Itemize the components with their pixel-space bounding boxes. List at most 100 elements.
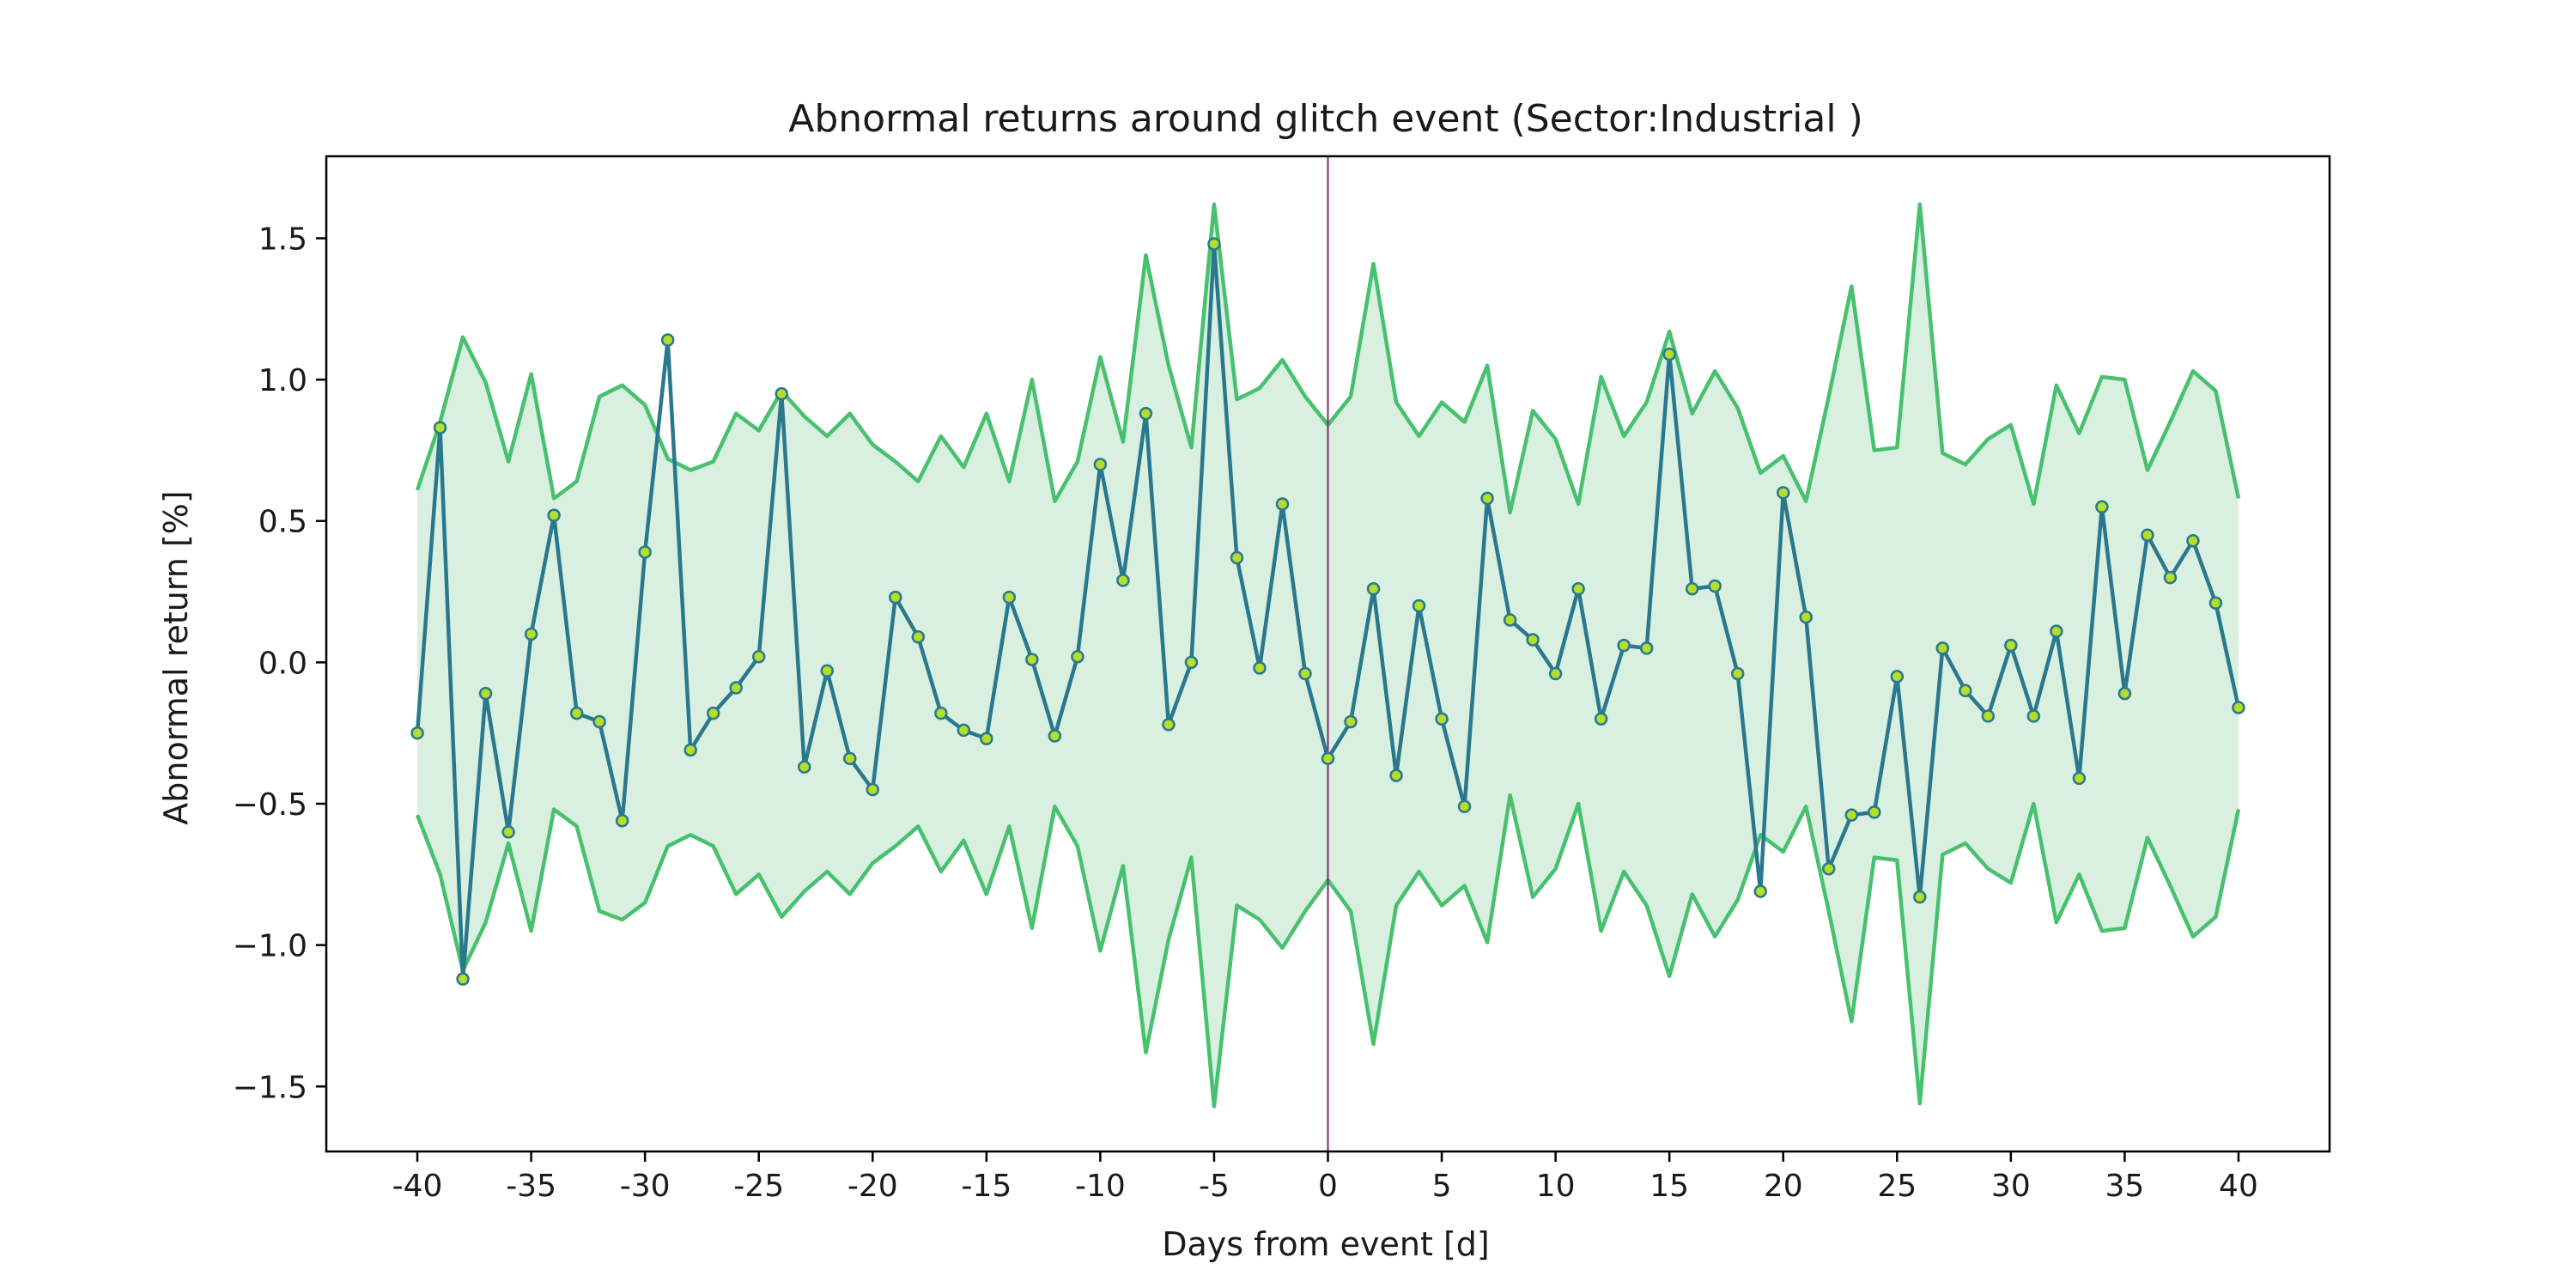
x-tick-label: 0	[1318, 1169, 1338, 1204]
data-point	[1799, 610, 1813, 624]
data-point	[569, 706, 584, 720]
data-point	[1184, 655, 1199, 670]
x-tick-label: -40	[392, 1169, 443, 1204]
data-point	[1412, 598, 1426, 613]
data-point	[1389, 769, 1403, 782]
data-point	[1457, 799, 1472, 814]
data-point	[1981, 709, 1996, 723]
y-tick-label: −0.5	[233, 787, 307, 823]
data-point	[456, 972, 470, 986]
data-point	[501, 825, 515, 839]
data-point	[1890, 670, 1905, 683]
x-tick-label: -15	[961, 1169, 1012, 1204]
data-point	[775, 386, 788, 401]
x-axis-ticks: -40 -35 -30 -25 -20 -15 -10 -5 0 5 10 15 20 25 30 35 40	[392, 1151, 2258, 1204]
data-point	[2141, 528, 2154, 542]
data-point	[2095, 500, 2109, 514]
y-axis-ticks: −1.5 −1.0 −0.5 0.0 0.5 1.0 1.5	[233, 222, 326, 1105]
data-point	[1913, 890, 1927, 904]
data-point	[1048, 729, 1062, 743]
data-point	[934, 706, 948, 720]
chart-title: Abnormal returns around glitch event (Se…	[788, 97, 1863, 141]
data-point	[2072, 771, 2087, 786]
data-point	[957, 723, 971, 738]
data-point	[1594, 712, 1608, 726]
data-point	[889, 590, 902, 605]
data-point	[547, 508, 561, 522]
data-point	[1685, 582, 1699, 596]
data-point	[1639, 641, 1654, 655]
y-tick-label: −1.0	[233, 929, 307, 964]
data-point	[478, 686, 493, 701]
data-point	[1617, 638, 1631, 653]
data-point	[1662, 347, 1676, 361]
data-point	[843, 751, 857, 766]
data-point	[1548, 666, 1563, 681]
data-point	[524, 627, 538, 641]
data-point	[1275, 497, 1290, 511]
y-tick-label: −1.5	[233, 1070, 307, 1105]
data-point	[2208, 596, 2223, 610]
x-tick-label: 30	[1991, 1169, 2031, 1204]
y-axis-label: Abnormal return [%]	[157, 490, 195, 824]
data-point	[615, 814, 629, 828]
x-tick-label: 10	[1536, 1169, 1576, 1204]
data-point	[1025, 653, 1039, 666]
data-point	[1753, 884, 1767, 898]
data-point	[410, 726, 424, 740]
data-point	[592, 714, 606, 729]
data-point	[1071, 650, 1084, 664]
data-point	[1776, 486, 1790, 500]
x-tick-label: 40	[2219, 1169, 2258, 1204]
x-tick-label: 35	[2105, 1169, 2144, 1204]
data-point	[2117, 686, 2132, 701]
data-point	[1730, 666, 1745, 681]
x-tick-label: -30	[620, 1169, 671, 1204]
data-point	[1298, 666, 1312, 681]
data-point	[1093, 458, 1108, 471]
data-point	[2050, 624, 2063, 638]
data-point	[911, 629, 926, 644]
data-point	[1435, 712, 1449, 726]
y-tick-label: 0.0	[258, 646, 307, 681]
y-tick-label: 1.0	[258, 363, 307, 398]
data-point	[638, 545, 652, 559]
x-tick-label: -5	[1199, 1169, 1230, 1204]
data-point	[2004, 638, 2018, 653]
data-point	[980, 732, 993, 746]
y-tick-label: 0.5	[258, 505, 307, 540]
data-point	[433, 421, 447, 434]
data-point	[1344, 714, 1358, 729]
data-point	[820, 664, 834, 678]
x-axis-label: Days from event [d]	[1162, 1225, 1490, 1263]
data-point	[1844, 808, 1859, 822]
data-point	[2186, 534, 2200, 548]
y-tick-label: 1.5	[258, 222, 307, 257]
data-point	[1571, 582, 1585, 596]
data-point	[1480, 491, 1494, 506]
data-point	[1708, 579, 1722, 593]
data-point	[1822, 861, 1836, 876]
data-point	[751, 650, 766, 664]
data-point	[1935, 641, 1950, 655]
abnormal-return-series	[410, 237, 2245, 986]
x-tick-label: -10	[1075, 1169, 1126, 1204]
data-point	[1503, 613, 1517, 627]
data-point	[1162, 718, 1176, 732]
data-point	[797, 760, 811, 774]
data-point	[1321, 751, 1335, 766]
x-tick-label: 20	[1764, 1169, 1803, 1204]
data-point	[2026, 709, 2041, 723]
data-point	[1230, 550, 1244, 565]
x-tick-label: 25	[1877, 1169, 1917, 1204]
data-point	[1526, 633, 1540, 647]
x-tick-label: -20	[848, 1169, 898, 1204]
data-point	[1207, 237, 1221, 251]
x-tick-label: 15	[1649, 1169, 1689, 1204]
x-tick-label: 5	[1432, 1169, 1452, 1204]
data-point	[729, 681, 743, 695]
data-point	[1116, 574, 1130, 587]
data-point	[660, 333, 675, 347]
data-point	[2163, 570, 2178, 585]
